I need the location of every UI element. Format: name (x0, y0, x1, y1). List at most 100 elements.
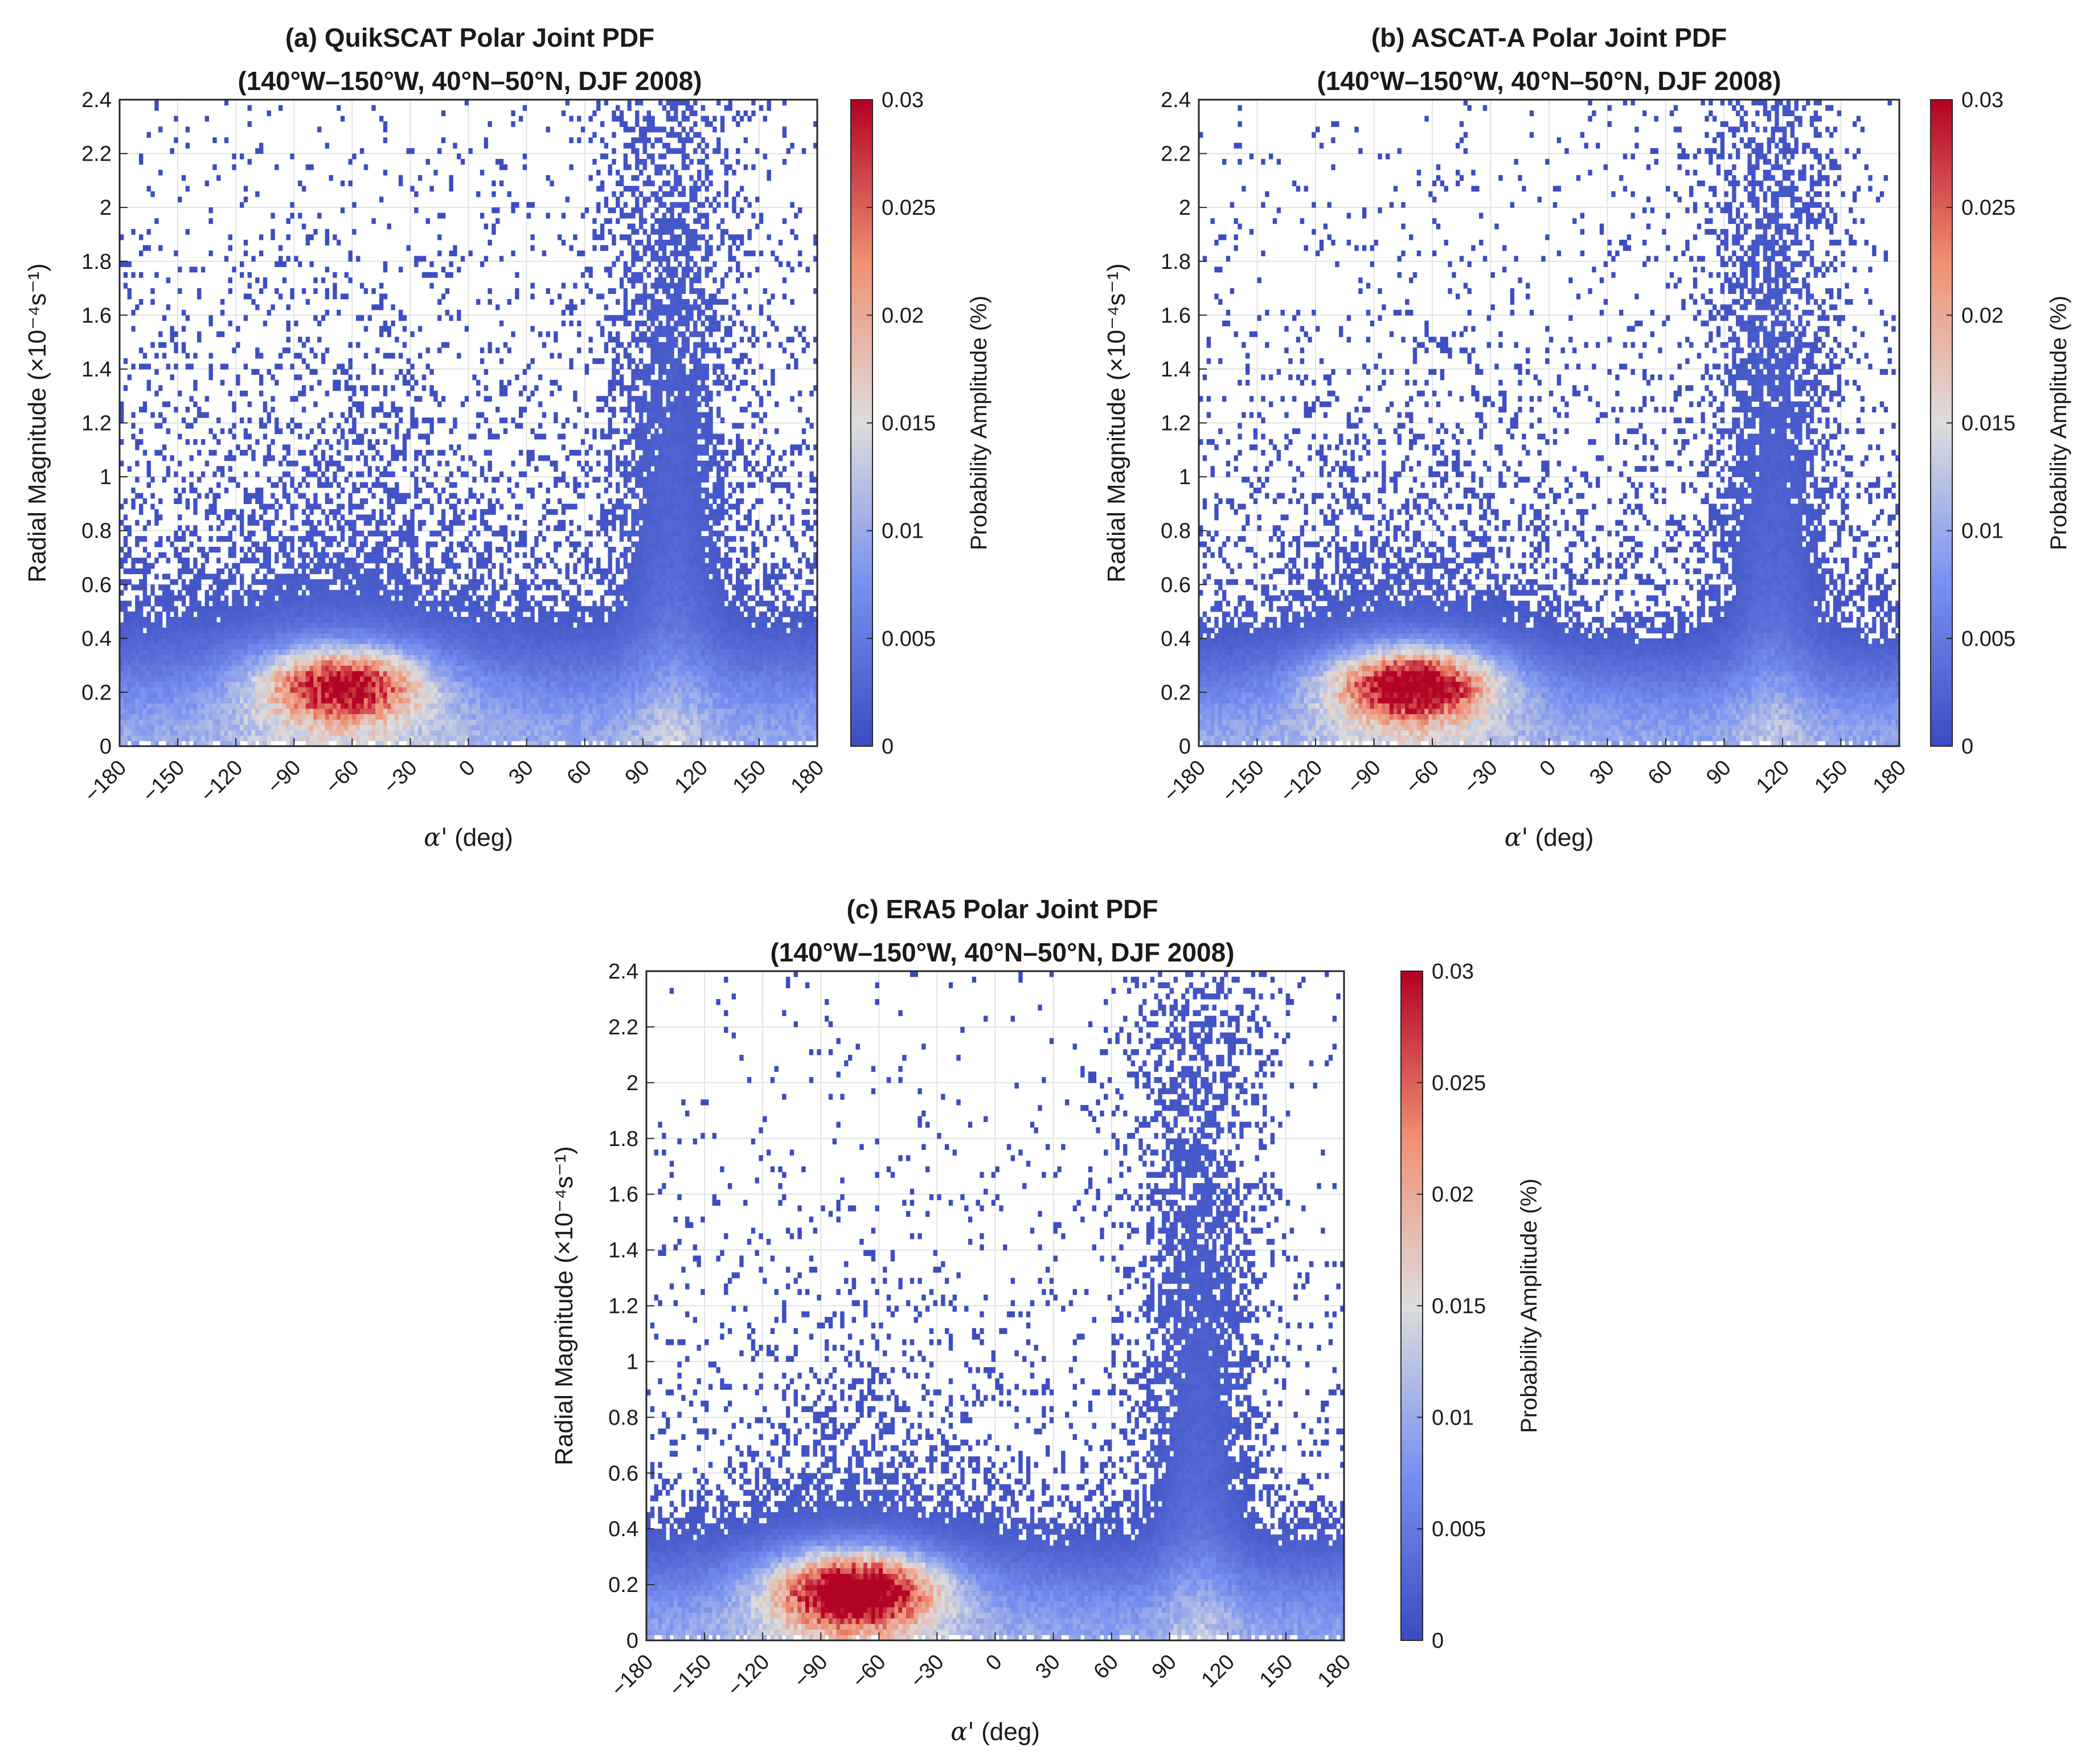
heatmap-cell (414, 719, 419, 725)
heatmap-cell (399, 369, 403, 375)
heatmap-cell (499, 390, 504, 396)
heatmap-cell (363, 498, 368, 504)
heatmap-cell (142, 245, 148, 251)
heatmap-cell (220, 725, 225, 731)
heatmap-cell (472, 568, 477, 574)
heatmap-cell (554, 627, 558, 633)
heatmap-cell (243, 617, 248, 623)
heatmap-cell (240, 638, 244, 644)
heatmap-cell (546, 633, 550, 639)
heatmap-cell (174, 347, 178, 354)
heatmap-cell (441, 595, 446, 601)
heatmap-cell (406, 730, 411, 736)
heatmap-cell (259, 692, 264, 698)
heatmap-cell (135, 730, 140, 736)
heatmap-cell (421, 654, 427, 661)
heatmap-cell (243, 654, 248, 661)
heatmap-cell (352, 681, 357, 687)
heatmap-cell (410, 558, 415, 564)
heatmap-cell (344, 369, 349, 375)
heatmap-cell (387, 708, 391, 714)
heatmap-cell (402, 735, 407, 742)
heatmap-cell (348, 536, 353, 542)
heatmap-cell (142, 687, 148, 693)
heatmap-cell (204, 460, 210, 466)
heatmap-cell (286, 574, 290, 580)
heatmap-cell (511, 676, 515, 682)
heatmap-cell (375, 584, 380, 591)
heatmap-cell (402, 708, 407, 714)
heatmap-cell (515, 665, 519, 672)
heatmap-cell (228, 536, 232, 542)
heatmap-cell (441, 676, 446, 682)
heatmap-cell (367, 725, 372, 731)
heatmap-cell (546, 617, 550, 623)
heatmap-cell (406, 433, 411, 440)
heatmap-cell (487, 665, 492, 672)
heatmap-cell (468, 692, 473, 698)
heatmap-cell (340, 369, 345, 375)
heatmap-cell (511, 611, 515, 617)
panel-a-title-line2: (140°W–150°W, 40°N–50°N, DJF 2008) (237, 66, 702, 96)
heatmap-cell (282, 444, 287, 451)
heatmap-cell (554, 665, 558, 672)
heatmap-cell (472, 687, 477, 693)
heatmap-cell (123, 385, 128, 391)
heatmap-cell (418, 660, 423, 666)
heatmap-cell (259, 633, 264, 639)
heatmap-cell (240, 725, 244, 731)
heatmap-cell (212, 137, 217, 144)
heatmap-cell (337, 363, 341, 370)
heatmap-cell (546, 331, 550, 337)
heatmap-cell (120, 407, 124, 413)
heatmap-cell (538, 558, 543, 564)
heatmap-cell (150, 288, 155, 294)
heatmap-cell (391, 563, 395, 569)
heatmap-cell (189, 697, 194, 703)
heatmap-cell (391, 568, 395, 574)
heatmap-cell (208, 218, 213, 224)
heatmap-cell (309, 584, 314, 591)
heatmap-cell (282, 471, 287, 477)
heatmap-cell (352, 541, 357, 547)
heatmap-cell (399, 687, 403, 693)
heatmap-cell (499, 379, 504, 386)
heatmap-cell (216, 439, 221, 445)
heatmap-cell (383, 126, 388, 133)
heatmap-cell (441, 342, 446, 348)
heatmap-cell (460, 719, 465, 725)
heatmap-cell (391, 504, 395, 510)
heatmap-cell (425, 579, 430, 585)
heatmap-cell (487, 654, 492, 661)
heatmap-cell (449, 579, 453, 585)
heatmap-cell (263, 654, 268, 661)
heatmap-cell (449, 186, 453, 192)
heatmap-cell (515, 293, 519, 300)
heatmap-cell (174, 627, 178, 633)
heatmap-cell (189, 644, 194, 650)
heatmap-cell (200, 697, 206, 703)
heatmap-cell (499, 547, 504, 553)
heatmap-cell (251, 519, 256, 526)
heatmap-cell (243, 488, 248, 494)
heatmap-cell (290, 536, 294, 542)
heatmap-cell (305, 638, 310, 644)
heatmap-cell (197, 692, 202, 698)
heatmap-cell (519, 536, 523, 542)
heatmap-cell (344, 617, 349, 623)
heatmap-cell (162, 477, 167, 483)
heatmap-cell (550, 714, 554, 720)
heatmap-cell (468, 719, 473, 725)
heatmap-cell (267, 563, 271, 569)
heatmap-cell (495, 730, 500, 736)
heatmap-cell (375, 730, 380, 736)
heatmap-cell (480, 681, 485, 687)
heatmap-cell (197, 622, 202, 628)
heatmap-cell (135, 725, 140, 731)
heatmap-cell (294, 670, 298, 677)
heatmap-cell (344, 627, 349, 633)
heatmap-cell (333, 725, 337, 731)
heatmap-cell (487, 703, 492, 709)
heatmap-cell (271, 493, 275, 499)
heatmap-cell (359, 584, 364, 591)
